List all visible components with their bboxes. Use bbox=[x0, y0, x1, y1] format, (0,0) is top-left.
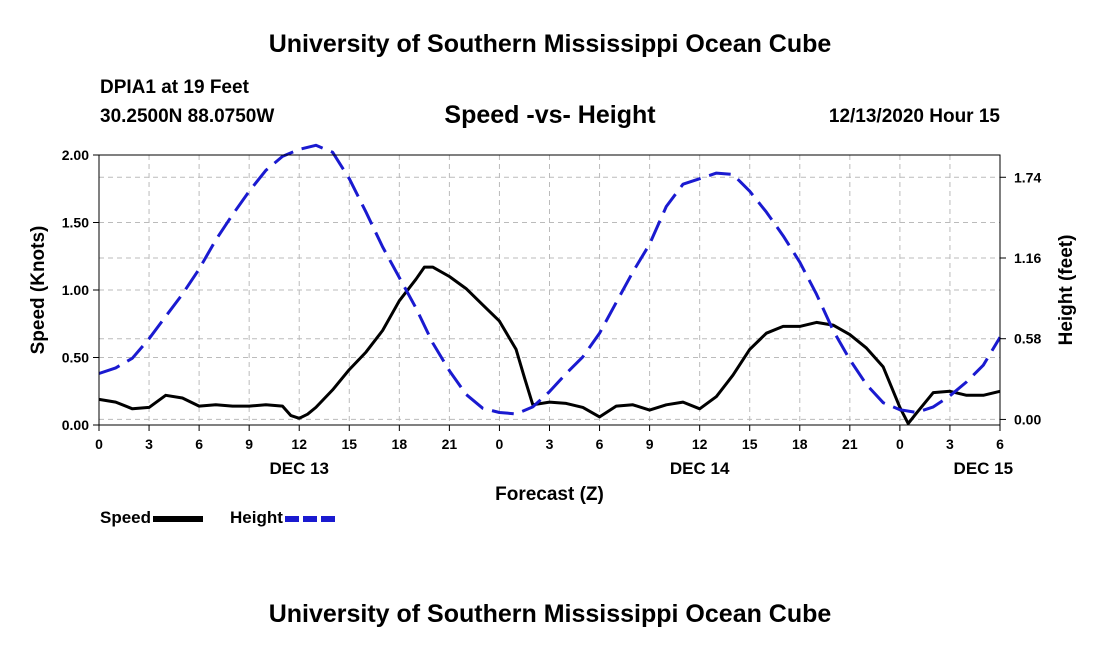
x-tick-label: 21 bbox=[442, 436, 458, 452]
x-tick-label: 18 bbox=[392, 436, 408, 452]
x-tick-label: 15 bbox=[742, 436, 758, 452]
y-right-tick-label: 1.16 bbox=[1014, 250, 1041, 266]
station-name: DPIA1 at 19 Feet bbox=[100, 77, 249, 98]
x-tick-label: 12 bbox=[692, 436, 708, 452]
legend-swatch-speed bbox=[153, 515, 204, 522]
x-tick-label: 21 bbox=[842, 436, 858, 452]
x-tick-label: 9 bbox=[646, 436, 654, 452]
x-tick-label: 6 bbox=[195, 436, 203, 452]
y-axis-left-label: Speed (Knots) bbox=[28, 226, 49, 355]
x-tick-label: 12 bbox=[291, 436, 307, 452]
x-tick-label: 3 bbox=[145, 436, 153, 452]
x-tick-label: 15 bbox=[341, 436, 357, 452]
y-right-tick-label: 0.58 bbox=[1014, 331, 1041, 347]
x-tick-label: 0 bbox=[496, 436, 504, 452]
date-label: DEC 15 bbox=[954, 459, 1014, 478]
x-tick-label: 0 bbox=[95, 436, 103, 452]
x-tick-label: 0 bbox=[896, 436, 904, 452]
chart-title-top: University of Southern Mississippi Ocean… bbox=[268, 30, 832, 58]
legend-item-speed: Speed bbox=[100, 508, 205, 528]
y-left-tick-label: 1.50 bbox=[62, 215, 89, 231]
x-tick-label: 6 bbox=[596, 436, 604, 452]
date-label: DEC 14 bbox=[670, 459, 730, 478]
y-left-tick-label: 2.00 bbox=[62, 147, 89, 163]
series-line-speed bbox=[98, 265, 1001, 426]
station-coordinates: 30.2500N 88.0750W bbox=[100, 106, 275, 127]
y-axis-right-label: Height (feet) bbox=[1056, 235, 1077, 346]
series-line-height bbox=[98, 143, 1002, 416]
date-label: DEC 13 bbox=[269, 459, 329, 478]
y-right-tick-label: 0.00 bbox=[1014, 411, 1041, 427]
legend-label-speed: Speed bbox=[100, 508, 152, 527]
x-tick-label: 18 bbox=[792, 436, 808, 452]
forecast-datetime: 12/13/2020 Hour 15 bbox=[828, 106, 1000, 127]
legend-swatch-height bbox=[284, 515, 335, 522]
legend-item-height: Height bbox=[230, 508, 337, 528]
y-right-tick-label: 1.74 bbox=[1014, 169, 1041, 185]
chart-subtitle: Speed -vs- Height bbox=[444, 101, 656, 129]
y-left-tick-label: 1.00 bbox=[62, 282, 89, 298]
legend-label-height: Height bbox=[230, 508, 283, 527]
x-axis-label: Forecast (Z) bbox=[495, 484, 604, 505]
x-tick-label: 9 bbox=[245, 436, 253, 452]
y-left-tick-label: 0.00 bbox=[62, 417, 89, 433]
x-tick-label: 3 bbox=[946, 436, 954, 452]
chart-title-bottom: University of Southern Mississippi Ocean… bbox=[268, 600, 832, 628]
x-tick-label: 6 bbox=[996, 436, 1004, 452]
x-tick-label: 3 bbox=[546, 436, 554, 452]
y-left-tick-label: 0.50 bbox=[62, 350, 89, 366]
